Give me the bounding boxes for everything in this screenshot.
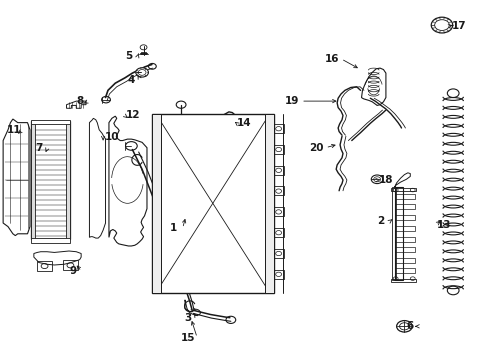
Bar bbox=[31, 121, 70, 239]
Text: 8: 8 bbox=[76, 96, 83, 106]
Text: 11: 11 bbox=[7, 125, 21, 135]
Text: 17: 17 bbox=[451, 21, 466, 31]
Text: 12: 12 bbox=[126, 111, 140, 121]
Text: 4: 4 bbox=[127, 75, 135, 85]
Text: 2: 2 bbox=[377, 216, 384, 226]
Text: 3: 3 bbox=[184, 313, 192, 323]
Bar bbox=[273, 166, 283, 175]
Bar bbox=[273, 228, 283, 237]
Polygon shape bbox=[66, 101, 86, 108]
Circle shape bbox=[136, 68, 148, 77]
Bar bbox=[273, 124, 283, 133]
Bar bbox=[394, 237, 414, 242]
Bar bbox=[273, 186, 283, 195]
Polygon shape bbox=[34, 251, 81, 265]
Text: 9: 9 bbox=[69, 266, 76, 276]
Text: 6: 6 bbox=[406, 321, 413, 331]
Bar bbox=[394, 204, 414, 210]
Bar bbox=[394, 247, 414, 252]
Bar bbox=[390, 279, 415, 282]
Bar bbox=[37, 261, 52, 271]
Polygon shape bbox=[109, 116, 147, 246]
Text: 13: 13 bbox=[436, 220, 451, 230]
Bar bbox=[31, 120, 70, 125]
Text: 7: 7 bbox=[35, 143, 42, 153]
Bar bbox=[394, 258, 414, 263]
Bar bbox=[66, 121, 70, 239]
Bar bbox=[390, 188, 415, 192]
Bar bbox=[273, 207, 283, 216]
Bar bbox=[394, 215, 414, 220]
Bar bbox=[152, 114, 160, 293]
Text: 10: 10 bbox=[104, 132, 119, 142]
Text: 20: 20 bbox=[309, 143, 323, 153]
Polygon shape bbox=[3, 119, 30, 235]
Bar bbox=[273, 145, 283, 154]
Bar bbox=[264, 114, 273, 293]
Circle shape bbox=[396, 320, 411, 332]
Polygon shape bbox=[89, 118, 105, 238]
Bar bbox=[394, 226, 414, 231]
Circle shape bbox=[370, 175, 382, 184]
Bar bbox=[141, 52, 146, 54]
Text: 15: 15 bbox=[181, 333, 195, 343]
Bar bbox=[394, 187, 403, 280]
Text: 18: 18 bbox=[378, 175, 392, 185]
Bar bbox=[273, 249, 283, 258]
Bar bbox=[394, 268, 414, 273]
Text: 5: 5 bbox=[125, 51, 132, 61]
Circle shape bbox=[430, 17, 452, 33]
Bar bbox=[391, 187, 395, 280]
Bar bbox=[31, 121, 35, 239]
Text: 14: 14 bbox=[237, 118, 251, 128]
Text: 19: 19 bbox=[285, 96, 299, 106]
Bar bbox=[273, 270, 283, 279]
Text: 1: 1 bbox=[170, 224, 177, 233]
Bar bbox=[152, 114, 273, 293]
Text: 16: 16 bbox=[325, 54, 339, 64]
Bar bbox=[63, 260, 78, 270]
Bar bbox=[394, 194, 414, 199]
Bar bbox=[31, 238, 70, 243]
Polygon shape bbox=[361, 68, 385, 105]
